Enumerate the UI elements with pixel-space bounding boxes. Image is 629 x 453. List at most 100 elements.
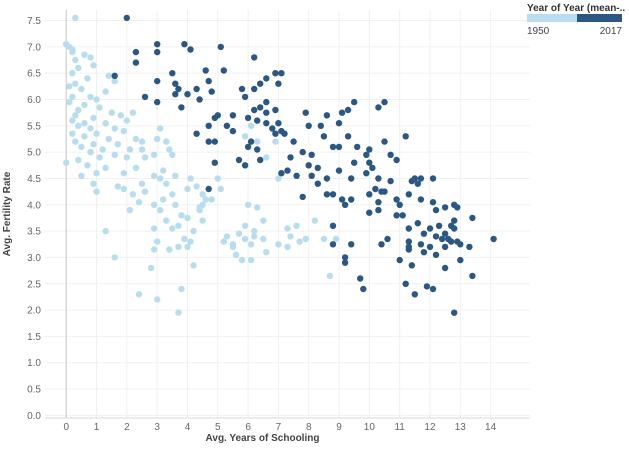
data-point (172, 172, 179, 179)
data-point (287, 233, 294, 240)
data-point (217, 185, 224, 193)
x-axis: 0 1 2 3 4 5 6 7 8 9 10 11 12 13 14 (63, 422, 496, 433)
data-point (429, 175, 437, 182)
data-point (169, 191, 176, 198)
y-tick-label: 3.0 (27, 253, 41, 264)
data-point (163, 180, 170, 187)
data-point (375, 199, 382, 206)
y-tick-label: 6.0 (27, 95, 41, 106)
data-point (323, 191, 331, 198)
legend-title: Year of Year (mean-.. (527, 3, 625, 14)
data-point (129, 109, 137, 116)
data-point (99, 146, 106, 153)
data-point (275, 175, 282, 182)
data-point (323, 175, 331, 182)
data-point (405, 246, 412, 253)
data-point (75, 122, 82, 129)
data-point (393, 156, 400, 164)
data-point (172, 91, 179, 98)
data-point (208, 196, 215, 203)
data-point (111, 77, 118, 85)
data-point (223, 233, 231, 240)
data-point (96, 154, 103, 161)
data-point (247, 241, 255, 248)
data-point (375, 175, 382, 182)
data-point (78, 172, 85, 179)
data-point (396, 256, 403, 264)
data-point (263, 120, 270, 127)
data-point (457, 241, 464, 248)
data-point (66, 83, 73, 90)
legend-max-label: 2017 (600, 26, 623, 37)
data-point (87, 148, 94, 156)
x-tick-label: 9 (336, 422, 342, 433)
data-point (205, 77, 212, 85)
data-point (335, 143, 343, 151)
data-point (272, 130, 279, 137)
legend[interactable]: Year of Year (mean-.. 1950 2017 (527, 3, 625, 37)
data-point (254, 117, 261, 124)
data-point (193, 130, 200, 137)
data-point (251, 54, 258, 61)
data-point (263, 75, 270, 82)
data-point (329, 222, 337, 229)
data-point (93, 170, 100, 177)
data-point (69, 48, 76, 56)
data-point (90, 114, 97, 122)
data-point (81, 101, 88, 109)
data-point (232, 251, 240, 258)
data-point (181, 41, 188, 48)
data-point (241, 162, 249, 169)
data-points (62, 14, 497, 316)
data-point (87, 54, 94, 61)
data-point (154, 41, 161, 48)
data-point (429, 199, 437, 206)
data-point (247, 122, 255, 129)
data-point (348, 241, 355, 248)
data-point (102, 227, 109, 235)
gridlines (45, 10, 530, 418)
data-point (187, 46, 194, 53)
data-point (69, 130, 76, 137)
data-point (354, 143, 361, 151)
data-point (78, 143, 85, 151)
data-point (254, 138, 261, 145)
data-point (311, 217, 318, 224)
data-point (272, 138, 279, 145)
data-point (335, 167, 343, 174)
data-point (169, 70, 176, 77)
data-point (175, 222, 182, 229)
data-point (469, 272, 476, 280)
data-point (251, 85, 258, 93)
data-point (138, 138, 146, 145)
data-point (411, 291, 418, 298)
data-point (175, 243, 182, 251)
data-point (69, 93, 76, 101)
data-point (114, 183, 122, 190)
data-point (308, 172, 315, 179)
x-tick-label: 2 (124, 422, 130, 433)
data-point (329, 191, 337, 198)
data-point (90, 62, 97, 69)
data-point (323, 112, 331, 119)
data-point (329, 241, 337, 248)
data-point (338, 109, 346, 116)
data-point (278, 127, 285, 135)
x-tick-label: 11 (394, 422, 405, 433)
data-point (299, 193, 306, 201)
data-point (129, 191, 137, 198)
data-point (202, 196, 209, 203)
data-point (293, 222, 300, 229)
data-point (135, 291, 143, 298)
data-point (157, 206, 164, 214)
data-point (220, 238, 227, 245)
data-point (251, 227, 258, 235)
data-point (166, 146, 173, 153)
data-point (360, 285, 367, 293)
data-point (278, 70, 285, 77)
data-point (338, 196, 346, 203)
data-point (326, 272, 334, 280)
data-point (81, 133, 88, 140)
data-point (423, 283, 431, 290)
data-point (317, 122, 324, 129)
